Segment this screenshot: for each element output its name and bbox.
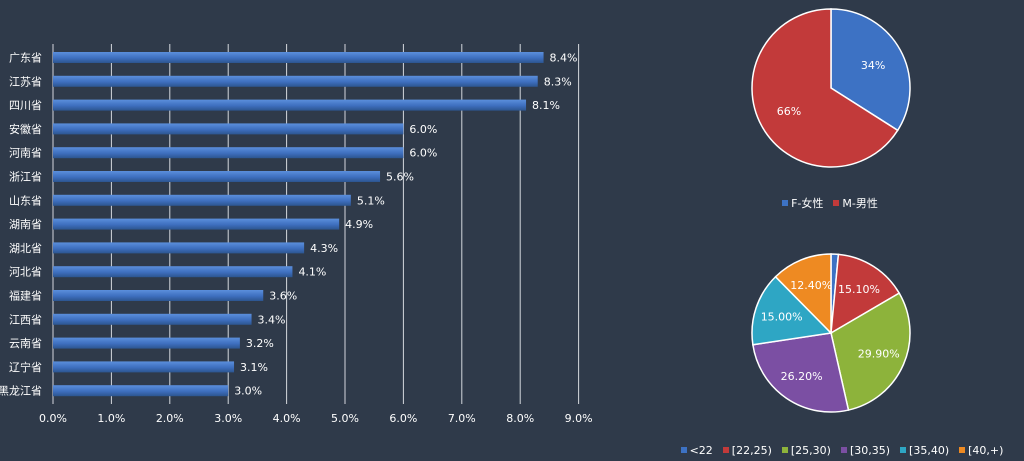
x-tick-label: 3.0% xyxy=(214,412,242,425)
category-label: 黑龙江省 xyxy=(0,385,42,398)
bar-value-label: 6.0% xyxy=(409,123,437,136)
category-label: 湖南省 xyxy=(9,218,42,231)
pie-slice-label: 29.90% xyxy=(858,348,900,361)
category-label: 辽宁省 xyxy=(9,360,42,374)
bar xyxy=(53,147,404,159)
legend-item: [25,30) xyxy=(781,443,831,457)
legend-label: [40,+) xyxy=(968,443,1004,457)
category-label: 山东省 xyxy=(9,194,42,207)
pie-slice-label: 66% xyxy=(777,105,801,118)
bar-value-label: 8.4% xyxy=(550,52,578,65)
legend-label: [35,40) xyxy=(909,443,950,457)
gender-pie-chart: 34% 66% xyxy=(751,8,911,168)
bar xyxy=(53,290,264,301)
x-tick-label: 8.0% xyxy=(506,412,534,425)
bar xyxy=(53,171,381,182)
category-label: 四川省 xyxy=(9,99,42,112)
pie-slice-label: 15.00% xyxy=(761,311,803,324)
bar xyxy=(53,194,351,206)
age-pie-chart: 1.50% 15.10% 29.90% 26.20% 15.00% 12.40% xyxy=(751,248,911,413)
age-legend: <22 [22,25) [25,30) [30,35) [35,40) [40,+) xyxy=(660,440,1024,460)
category-label: 浙江省 xyxy=(9,171,42,184)
x-tick-label: 5.0% xyxy=(331,412,359,425)
bar xyxy=(53,52,544,63)
pie-slice xyxy=(830,253,901,335)
pie-slice xyxy=(751,275,833,346)
bar-value-label: 4.9% xyxy=(345,218,373,231)
bar xyxy=(53,337,240,349)
bar xyxy=(53,75,538,87)
bar-value-label: 3.4% xyxy=(258,313,286,326)
x-tick-label: 1.0% xyxy=(97,412,125,425)
category-label: 江西省 xyxy=(9,313,42,326)
category-label: 安徽省 xyxy=(9,122,42,136)
category-label: 福建省 xyxy=(9,289,42,303)
x-tick-label: 4.0% xyxy=(273,412,301,425)
legend-item: [30,35) xyxy=(840,443,891,457)
bar xyxy=(53,123,404,135)
bar-value-label: 5.1% xyxy=(357,194,385,207)
category-label: 河南省 xyxy=(9,147,42,160)
pie-slice xyxy=(752,332,850,413)
bar xyxy=(53,361,235,373)
x-tick-label: 9.0% xyxy=(565,412,593,425)
category-label: 湖北省 xyxy=(9,242,42,255)
pie-slice-label: 1.50% xyxy=(812,248,847,249)
category-label: 云南省 xyxy=(9,337,42,350)
pie-slice-label: 26.20% xyxy=(781,370,823,383)
legend-swatch xyxy=(782,200,789,206)
bar xyxy=(53,266,293,278)
province-bar-chart: 0.0% 1.0% 2.0% 3.0% 4.0% 5.0% 6.0% 7.0% 8.0% 9.0%… xyxy=(0,44,593,425)
pie-slice-label: 15.10% xyxy=(838,283,880,296)
pie-slice-label: 34% xyxy=(861,59,885,72)
bar-value-label: 3.0% xyxy=(234,385,262,398)
legend-swatch xyxy=(680,447,687,453)
bar-value-label: 8.3% xyxy=(544,75,572,88)
pie-slice xyxy=(774,253,832,335)
bar-value-label: 3.2% xyxy=(246,337,274,350)
legend-item: [35,40) xyxy=(900,444,949,457)
legend-swatch xyxy=(840,447,847,453)
legend-label: [30,35) xyxy=(849,443,891,457)
bar xyxy=(53,313,252,325)
legend-item: F-女性 xyxy=(782,195,823,211)
legend-swatch xyxy=(900,447,907,453)
bar xyxy=(53,218,340,230)
category-label: 广东省 xyxy=(9,52,42,65)
legend-swatch xyxy=(781,447,788,453)
legend-label: [25,30) xyxy=(790,443,831,457)
x-tick-label: 2.0% xyxy=(156,412,184,425)
bar-value-label: 8.1% xyxy=(532,99,560,112)
bar-value-label: 5.6% xyxy=(386,171,414,184)
bar xyxy=(53,385,229,397)
legend-label: [22,25) xyxy=(731,443,772,457)
legend-item: [22,25) xyxy=(722,443,772,457)
legend-swatch xyxy=(959,447,966,453)
legend-swatch xyxy=(833,200,840,206)
pie-slice-label: 12.40% xyxy=(790,279,832,292)
legend-label: F-女性 xyxy=(791,197,824,210)
pie-slice xyxy=(751,8,899,168)
bar-value-label: 4.3% xyxy=(310,242,338,255)
legend-item: [40,+) xyxy=(959,444,1003,457)
legend-swatch xyxy=(722,447,729,453)
bar xyxy=(53,99,527,111)
x-tick-label: 0.0% xyxy=(39,412,67,425)
x-tick-label: 6.0% xyxy=(389,412,417,425)
legend-item: M-男性 xyxy=(833,195,878,211)
bar-value-label: 3.1% xyxy=(240,361,268,374)
bar-value-label: 6.0% xyxy=(409,147,437,160)
pie-slice xyxy=(830,292,911,411)
bar-value-label: 4.1% xyxy=(298,266,326,279)
x-tick-label: 7.0% xyxy=(448,412,476,425)
category-label: 江苏省 xyxy=(9,75,42,88)
legend-item: <22 xyxy=(680,443,713,457)
legend-label: <22 xyxy=(689,443,713,457)
legend-label: M-男性 xyxy=(842,197,878,210)
bar-value-label: 3.6% xyxy=(269,290,297,303)
bar xyxy=(53,242,305,254)
gender-legend: F-女性 M-男性 xyxy=(700,193,960,213)
category-label: 河北省 xyxy=(9,266,42,279)
